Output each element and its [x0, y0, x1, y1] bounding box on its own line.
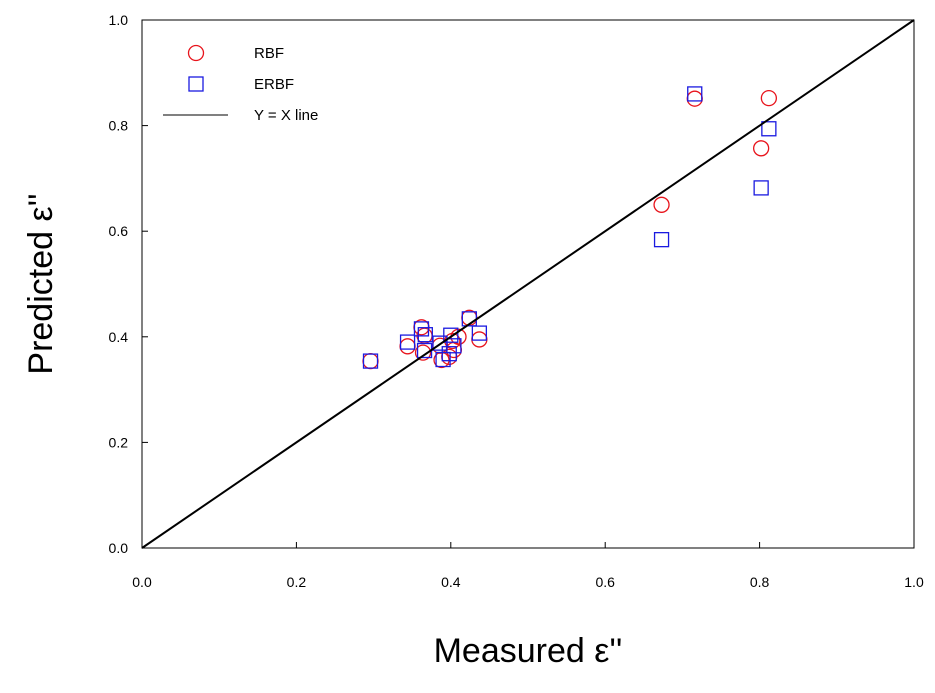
x-tick-label: 0.4 — [441, 574, 461, 590]
legend-label: ERBF — [254, 76, 294, 93]
x-tick-label: 0.6 — [595, 574, 615, 590]
erbf-point — [471, 325, 488, 341]
rbf-point — [653, 196, 670, 213]
y-axis-title: Predicted ε'' — [22, 193, 60, 374]
erbf-point — [399, 334, 416, 350]
x-tick-label: 1.0 — [904, 574, 924, 590]
x-tick-label: 0.8 — [750, 574, 770, 590]
rbf-point — [399, 338, 416, 355]
erbf-point — [761, 121, 777, 137]
legend-label: Y = X line — [254, 107, 318, 124]
erbf-point — [753, 180, 769, 196]
rbf-point — [471, 331, 488, 348]
legend-label: RBF — [254, 45, 284, 62]
erbf-point — [653, 231, 670, 248]
y-tick-label: 0.4 — [109, 329, 129, 345]
erbf-point — [362, 353, 379, 369]
rbf-point — [760, 89, 778, 107]
y-tick-label: 0.6 — [109, 223, 129, 239]
y-tick-label: 1.0 — [109, 12, 129, 28]
axes: 0.0 0.2 0.4 0.6 0.8 1.0 0.0 0.2 0.4 0.6 0.8 1.0 — [109, 12, 924, 590]
rbf-point — [362, 352, 379, 370]
legend-rbf-marker — [187, 44, 205, 62]
rbf-point — [686, 90, 703, 107]
legend-erbf-marker — [188, 76, 204, 92]
x-tick-label: 0.2 — [287, 574, 307, 590]
rbf-point — [414, 344, 432, 361]
erbf-point — [443, 327, 459, 343]
erbf-point — [417, 327, 433, 343]
legend: RBF ERBF Y = X line — [163, 44, 318, 124]
erbf-point — [441, 346, 457, 362]
x-tick-label: 0.0 — [132, 574, 152, 590]
erbf-point — [446, 338, 462, 354]
erbf-point — [413, 321, 430, 337]
y-tick-label: 0.2 — [109, 434, 129, 450]
erbf-point — [687, 86, 703, 102]
y-tick-label: 0.8 — [109, 118, 129, 134]
erbf-point — [435, 351, 451, 368]
plot-frame — [141, 19, 915, 549]
y-tick-label: 0.0 — [109, 540, 129, 556]
plot-area — [141, 19, 915, 549]
x-axis-title: Measured ε'' — [434, 632, 623, 670]
y-equals-x-line — [141, 19, 915, 549]
rbf-point — [752, 140, 770, 157]
